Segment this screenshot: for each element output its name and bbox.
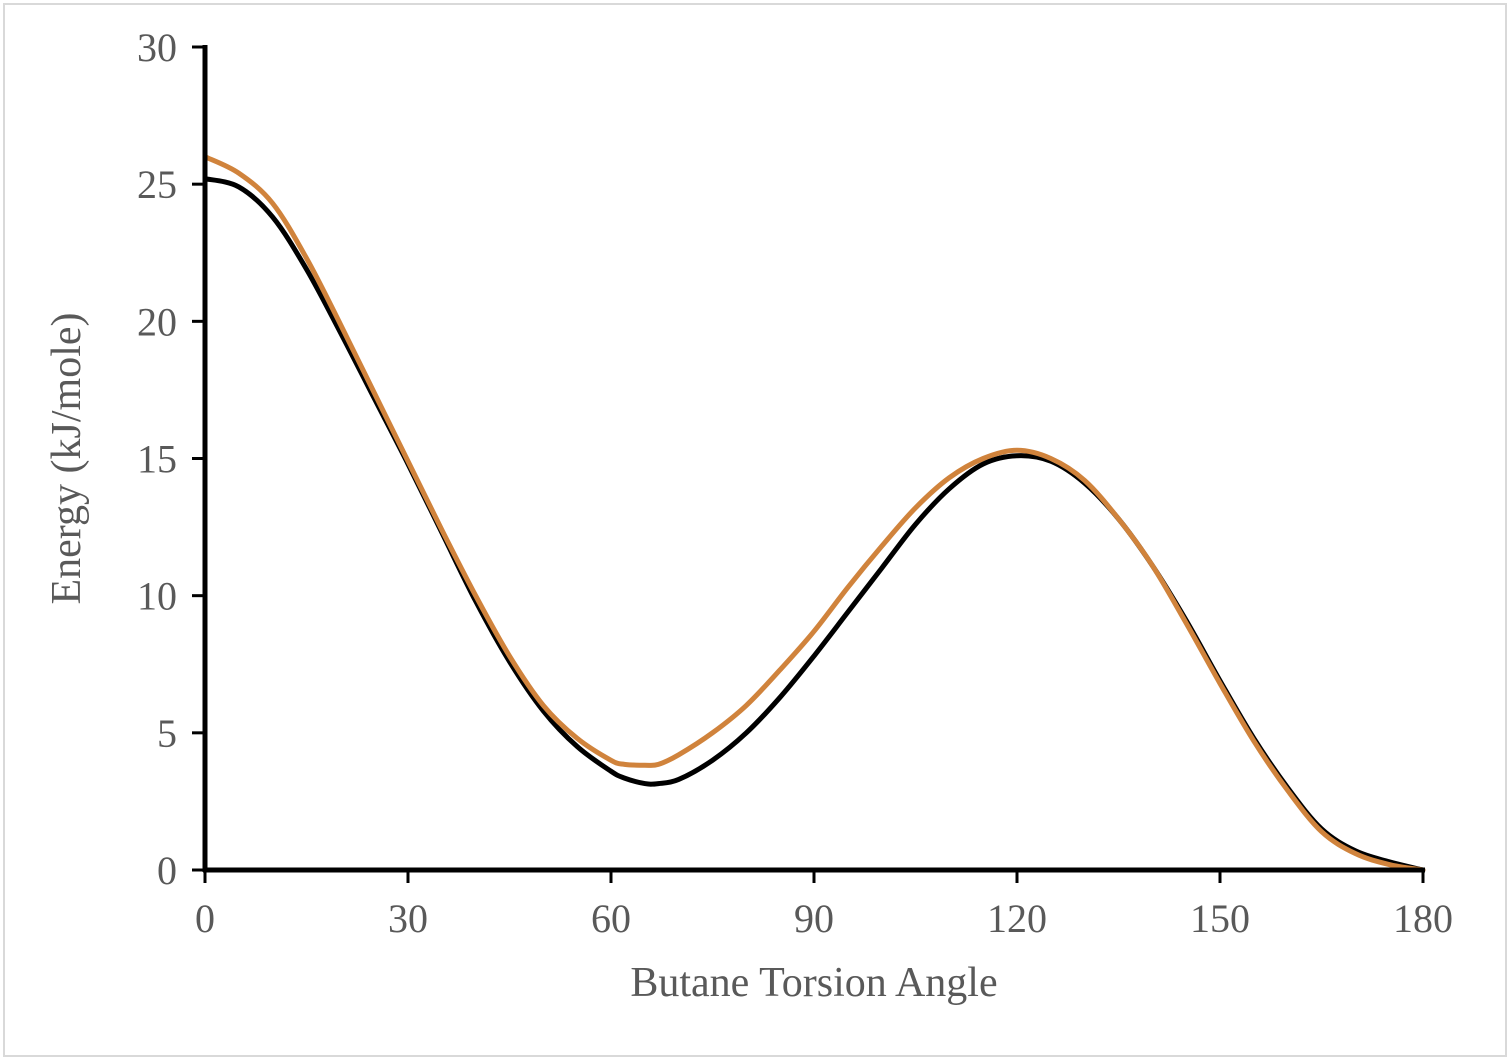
- y-tick-label: 15: [137, 437, 177, 482]
- x-tick-label: 180: [1393, 896, 1453, 941]
- x-tick-label: 0: [195, 896, 215, 941]
- y-axis-title: Energy (kJ/mole): [44, 313, 90, 605]
- y-tick-label: 5: [157, 711, 177, 756]
- y-tick-label: 10: [137, 574, 177, 619]
- x-tick-label: 150: [1190, 896, 1250, 941]
- x-tick-label: 90: [794, 896, 834, 941]
- x-tick-label: 30: [388, 896, 428, 941]
- chart-frame: [3, 3, 1507, 1057]
- series-line-2: [202, 154, 1426, 873]
- x-tick-label: 60: [591, 896, 631, 941]
- series-layer: [202, 154, 1426, 873]
- series-line-1: [202, 176, 1426, 873]
- y-tick-label: 0: [157, 848, 177, 893]
- x-tick-label: 120: [987, 896, 1047, 941]
- y-tick-label: 20: [137, 299, 177, 344]
- y-tick-label: 30: [137, 25, 177, 70]
- x-axis-title: Butane Torsion Angle: [630, 960, 997, 1006]
- y-tick-label: 25: [137, 162, 177, 207]
- ticks-layer: 0 5 10 15 20 25 30 0 30 60 90 120 150 180: [137, 25, 1453, 941]
